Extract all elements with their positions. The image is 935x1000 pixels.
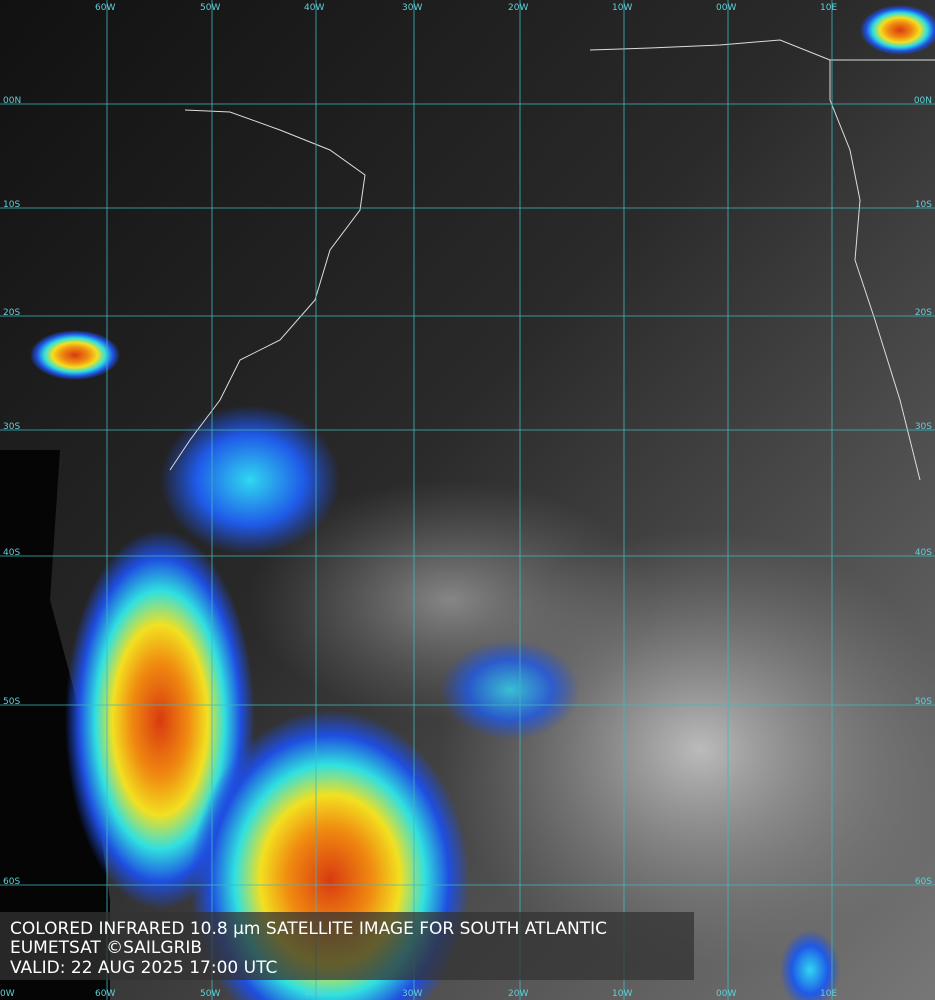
longitude-label: 40W: [304, 989, 324, 999]
longitude-label: 00W: [716, 989, 736, 999]
coastline: [169, 109, 366, 471]
caption-line: VALID: 22 AUG 2025 17:00 UTC: [10, 958, 277, 978]
longitude-label: 50W: [200, 3, 220, 13]
longitude-label: 60W: [95, 3, 115, 13]
longitude-label: 60W: [95, 989, 115, 999]
latitude-label: 10S: [915, 200, 932, 210]
longitude-label: 10W: [612, 989, 632, 999]
latitude-label: 00N: [914, 96, 932, 106]
storm: [160, 405, 340, 555]
dark-area: [0, 450, 110, 1000]
coastline: [589, 39, 831, 61]
longitude-label: 10E: [820, 3, 837, 13]
longitude-label: 10W: [612, 3, 632, 13]
longitude-label: 00W: [716, 3, 736, 13]
latitude-label: 50S: [915, 697, 932, 707]
latitude-label: 30S: [915, 422, 932, 432]
storm: [440, 640, 580, 740]
longitude-label: 30W: [402, 989, 422, 999]
latitude-label: 20S: [3, 308, 20, 318]
latitude-label: 00N: [3, 96, 21, 106]
coastline: [829, 59, 935, 481]
latitude-label: 60S: [915, 877, 932, 887]
latitude-label: 50S: [3, 697, 20, 707]
latitude-label: 20S: [915, 308, 932, 318]
caption-box: [0, 912, 694, 980]
longitude-label: 20W: [508, 989, 528, 999]
longitude-label: 0W: [0, 989, 15, 999]
latitude-label: 10S: [3, 200, 20, 210]
longitude-label: 50W: [200, 989, 220, 999]
longitude-label: 40W: [304, 3, 324, 13]
latitude-label: 30S: [3, 422, 20, 432]
storm: [30, 330, 120, 380]
caption-line: COLORED INFRARED 10.8 µm SATELLITE IMAGE…: [10, 919, 607, 939]
storm: [860, 5, 935, 55]
storm: [780, 930, 840, 1000]
longitude-label: 20W: [508, 3, 528, 13]
caption-line: EUMETSAT ©SAILGRIB: [10, 938, 202, 958]
longitude-label: 30W: [402, 3, 422, 13]
latitude-label: 60S: [3, 877, 20, 887]
longitude-label: 10E: [820, 989, 837, 999]
latitude-label: 40S: [3, 548, 20, 558]
latitude-label: 40S: [915, 548, 932, 558]
